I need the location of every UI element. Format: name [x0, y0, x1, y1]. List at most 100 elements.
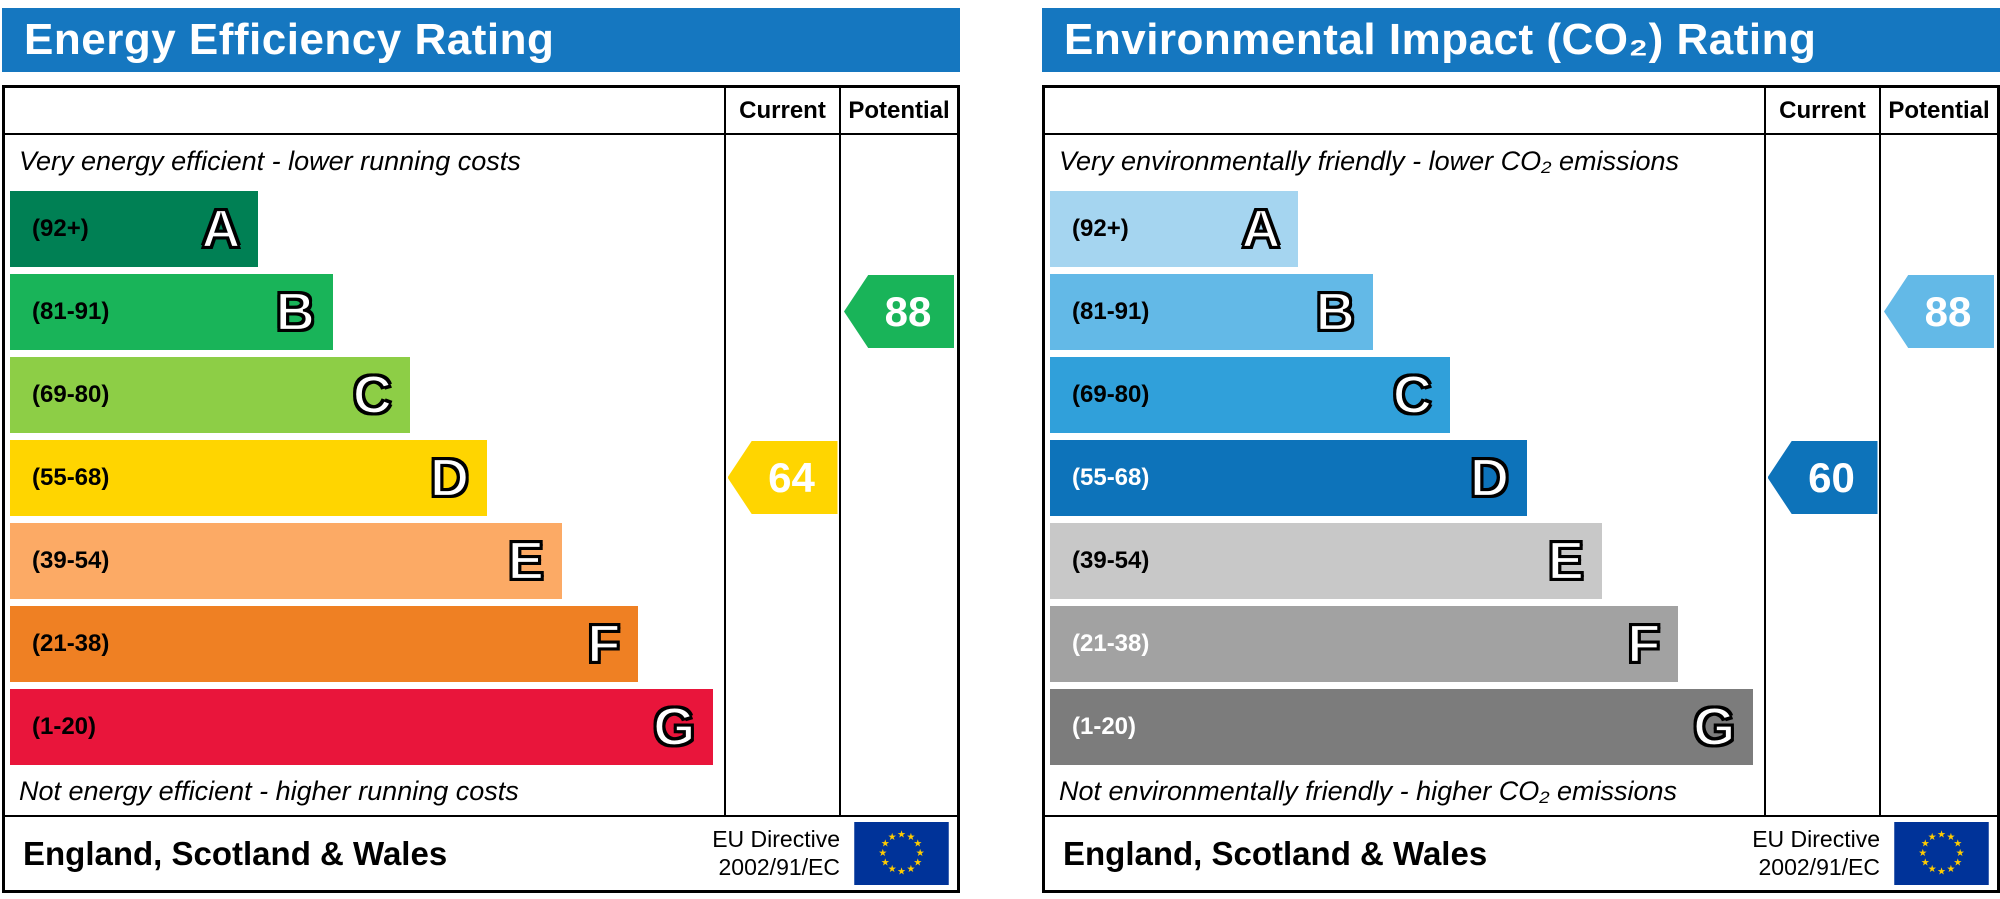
band-range: (81-91)	[1072, 297, 1150, 325]
current-rating-arrow: 64	[727, 441, 838, 514]
band-range: (55-68)	[1072, 463, 1150, 491]
caption-top-row: Very energy efficient - lower running co…	[5, 135, 957, 187]
svg-text:★: ★	[881, 857, 890, 868]
band-row-a: (92+) A	[5, 187, 957, 270]
chart-footer: England, Scotland & Wales EU Directive 2…	[5, 815, 957, 890]
energy-chart-title: Energy Efficiency Rating	[24, 15, 555, 64]
svg-text:★: ★	[1946, 864, 1955, 875]
band-bar-f: (21-38) F	[10, 605, 639, 682]
potential-rating-arrow: 88	[844, 275, 954, 348]
band-letter: E	[507, 529, 545, 591]
band-letter: C	[352, 363, 393, 425]
eu-flag-icon: ★ ★★ ★★★ ★★★ ★★★	[854, 822, 949, 885]
current-rating-value: 64	[768, 453, 815, 501]
band-bar-f: (21-38) F	[1050, 605, 1679, 682]
svg-text:★: ★	[1946, 832, 1955, 843]
band-range: (92+)	[1072, 214, 1129, 242]
svg-text:★: ★	[888, 864, 897, 875]
column-header-row: Current Potential	[5, 88, 957, 135]
band-row-d: (55-68) D 64	[5, 436, 957, 519]
band-letter: E	[1547, 529, 1585, 591]
epc-chart-environmental: Environmental Impact (CO₂) Rating Curren…	[1042, 8, 2000, 893]
band-range: (21-38)	[32, 629, 110, 657]
svg-text:★: ★	[1953, 857, 1962, 868]
band-row-e: (39-54) E	[5, 519, 957, 602]
caption-top: Very environmentally friendly - lower CO…	[1059, 145, 1679, 176]
svg-text:★: ★	[1953, 839, 1962, 850]
band-range: (55-68)	[32, 463, 110, 491]
svg-text:★: ★	[1956, 848, 1965, 859]
eu-directive-label: EU Directive 2002/91/EC	[712, 826, 840, 881]
band-letter: C	[1392, 363, 1433, 425]
band-range: (1-20)	[1072, 712, 1137, 740]
band-bar-b: (81-91) B	[10, 273, 333, 350]
band-letter: F	[1626, 612, 1661, 674]
band-bar-c: (69-80) C	[1050, 356, 1450, 433]
band-range: (1-20)	[32, 712, 97, 740]
band-letter: A	[200, 197, 241, 259]
eu-flag-icon: ★ ★★ ★★★ ★★★ ★★★	[1894, 822, 1989, 885]
svg-text:★: ★	[913, 857, 922, 868]
column-header-row: Current Potential	[1045, 88, 1997, 135]
svg-text:★: ★	[897, 867, 906, 878]
band-row-b: (81-91) B 88	[5, 270, 957, 353]
chart-footer: England, Scotland & Wales EU Directive 2…	[1045, 815, 1997, 890]
energy-chart-header: Energy Efficiency Rating	[2, 8, 960, 72]
band-letter: B	[1315, 280, 1356, 342]
band-bar-b: (81-91) B	[1050, 273, 1373, 350]
svg-text:★: ★	[1921, 857, 1930, 868]
caption-bottom-row: Not environmentally friendly - higher CO…	[1045, 768, 1997, 815]
band-letter: A	[1240, 197, 1281, 259]
band-range: (21-38)	[1072, 629, 1150, 657]
svg-text:★: ★	[1937, 867, 1946, 878]
potential-column-header: Potential	[1888, 96, 1990, 124]
band-range: (69-80)	[32, 380, 110, 408]
svg-text:★: ★	[878, 848, 887, 859]
band-bar-g: (1-20) G	[1050, 688, 1754, 765]
band-row-b: (81-91) B 88	[1045, 270, 1997, 353]
svg-text:★: ★	[913, 839, 922, 850]
band-range: (92+)	[32, 214, 89, 242]
band-bar-a: (92+) A	[1050, 190, 1299, 267]
svg-text:★: ★	[881, 839, 890, 850]
svg-text:★: ★	[897, 829, 906, 840]
band-bar-a: (92+) A	[10, 190, 259, 267]
band-bar-e: (39-54) E	[1050, 522, 1602, 599]
band-letter: B	[275, 280, 316, 342]
region-label: England, Scotland & Wales	[23, 834, 448, 872]
band-bar-e: (39-54) E	[10, 522, 562, 599]
potential-rating-value: 88	[884, 287, 932, 335]
svg-text:★: ★	[1918, 848, 1927, 859]
band-letter: D	[1469, 446, 1510, 508]
caption-bottom-row: Not energy efficient - higher running co…	[5, 768, 957, 815]
band-bar-d: (55-68) D	[10, 439, 487, 516]
band-row-d: (55-68) D 60	[1045, 436, 1997, 519]
current-rating-arrow: 60	[1767, 441, 1878, 514]
band-row-f: (21-38) F	[5, 602, 957, 685]
svg-text:★: ★	[916, 848, 925, 859]
band-row-c: (69-80) C	[5, 353, 957, 436]
svg-text:★: ★	[906, 864, 915, 875]
band-range: (39-54)	[32, 546, 110, 574]
energy-chart-table: Current Potential Very energy efficient …	[2, 85, 960, 893]
svg-text:★: ★	[1928, 832, 1937, 843]
caption-bottom: Not energy efficient - higher running co…	[19, 776, 519, 806]
band-row-a: (92+) A	[1045, 187, 1997, 270]
environmental-chart-header: Environmental Impact (CO₂) Rating	[1042, 8, 2000, 72]
band-letter: G	[1692, 695, 1736, 757]
svg-text:★: ★	[906, 832, 915, 843]
band-row-f: (21-38) F	[1045, 602, 1997, 685]
eu-directive-line1: EU Directive	[1752, 825, 1880, 852]
band-range: (69-80)	[1072, 380, 1150, 408]
svg-text:★: ★	[1928, 864, 1937, 875]
band-bar-d: (55-68) D	[1050, 439, 1527, 516]
epc-chart-energy: Energy Efficiency Rating Current Potenti…	[2, 8, 960, 893]
caption-bottom: Not environmentally friendly - higher CO…	[1059, 776, 1678, 806]
eu-directive-line2: 2002/91/EC	[718, 853, 840, 880]
caption-top: Very energy efficient - lower running co…	[19, 145, 521, 176]
potential-column-header: Potential	[848, 96, 950, 124]
band-letter: F	[586, 612, 621, 674]
current-rating-value: 60	[1808, 453, 1855, 501]
region-label: England, Scotland & Wales	[1063, 834, 1488, 872]
